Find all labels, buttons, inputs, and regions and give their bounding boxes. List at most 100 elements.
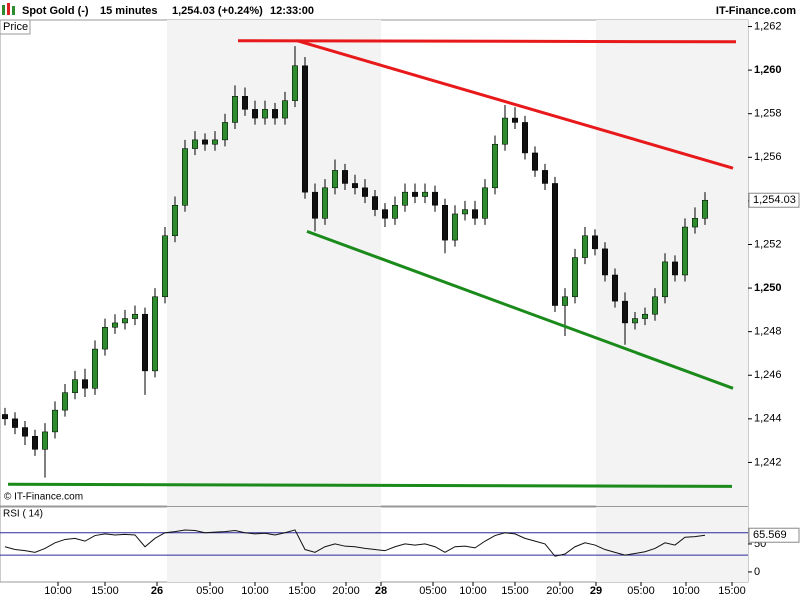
candle-body — [512, 117, 518, 123]
x-tick-label: 05:00 — [419, 585, 447, 597]
candle-body — [32, 436, 38, 450]
copyright: © IT-Finance.com — [4, 492, 83, 503]
candle-body — [372, 196, 378, 210]
day-shade — [167, 507, 381, 582]
last-value-box — [748, 527, 800, 543]
candle-body — [352, 183, 358, 189]
x-tick-label: 15:00 — [288, 585, 316, 597]
candle-body — [222, 122, 228, 141]
candle-body — [302, 65, 308, 193]
candle-body — [682, 226, 688, 276]
candle-body — [692, 218, 698, 228]
y-tick-label: 1,256 — [754, 151, 782, 163]
candle-body — [342, 170, 348, 184]
candle-body — [632, 318, 638, 324]
candle-body — [112, 322, 118, 328]
candle-body — [442, 204, 448, 241]
candle-body — [232, 96, 238, 123]
x-tick-label: 10:00 — [459, 585, 487, 597]
candle-body — [172, 204, 178, 237]
instrument: Spot Gold (-) — [22, 5, 89, 17]
x-tick-label: 10:00 — [241, 585, 269, 597]
candle-body — [2, 414, 8, 420]
trend-line — [306, 229, 734, 390]
panel-label: RSI ( 14) — [3, 509, 43, 520]
candle-body — [52, 409, 58, 433]
candle-body — [242, 96, 248, 110]
candle-body — [482, 187, 488, 219]
x-tick-label: 05:00 — [196, 585, 224, 597]
candle-body — [22, 427, 28, 437]
candle-body — [122, 318, 128, 324]
x-tick-label: 10:00 — [672, 585, 700, 597]
candle-body — [472, 209, 478, 219]
candle-body — [82, 379, 88, 389]
y-tick-label: 1,260 — [754, 64, 782, 76]
candle-body — [332, 170, 338, 189]
candle-body — [412, 191, 418, 197]
candle-body — [522, 122, 528, 154]
candle-body — [272, 109, 278, 119]
interval: 15 minutes — [100, 5, 157, 17]
candle-body — [612, 274, 618, 302]
x-tick-label: 26 — [151, 585, 163, 597]
candle-body — [502, 117, 508, 145]
trend-line — [7, 482, 733, 488]
time: 12:33:00 — [270, 5, 314, 17]
candle-body — [582, 235, 588, 258]
x-tick-label: 15:00 — [718, 585, 746, 597]
y-tick-label: 1,248 — [754, 326, 782, 338]
candle-body — [642, 313, 648, 319]
last-price-label: 1,254.03 — [753, 194, 796, 206]
x-tick-label: 15:00 — [91, 585, 119, 597]
candle-body — [152, 296, 158, 372]
candle-body — [452, 213, 458, 241]
panel-label-box — [0, 19, 31, 35]
candle-body — [362, 187, 368, 197]
candle-body — [322, 187, 328, 219]
candle-body — [92, 348, 98, 389]
x-tick-label: 05:00 — [627, 585, 655, 597]
panel-label: Price — [3, 21, 28, 33]
y-tick-label: 1,244 — [754, 413, 782, 425]
candle-body — [42, 431, 48, 450]
candle-body — [392, 204, 398, 219]
y-tick-label: 0 — [754, 566, 760, 578]
y-tick-label: 1,250 — [754, 282, 782, 294]
candle-body — [62, 392, 68, 411]
candle-body — [562, 296, 568, 306]
last-price-box — [748, 192, 800, 208]
y-tick-label: 1,246 — [754, 369, 782, 381]
candle-body — [102, 327, 108, 350]
candle-body — [192, 139, 198, 149]
candle-body — [542, 170, 548, 184]
candle-body — [282, 100, 288, 119]
candle-body — [202, 139, 208, 145]
x-tick-label: 28 — [375, 585, 387, 597]
candle-body — [12, 418, 18, 428]
candle-body — [532, 152, 538, 171]
candle-body — [262, 109, 268, 119]
candle-body — [72, 379, 78, 393]
x-tick-label: 10:00 — [44, 585, 72, 597]
candle-body — [162, 235, 168, 298]
candle-body — [492, 143, 498, 189]
candle-body — [312, 191, 318, 219]
candle-body — [252, 109, 258, 119]
x-tick-label: 20:00 — [546, 585, 574, 597]
candle-body — [142, 313, 148, 372]
x-tick-label: 15:00 — [501, 585, 529, 597]
last-value-label: 65.569 — [753, 529, 787, 541]
candle-body — [292, 65, 298, 101]
y-tick-label: 1,262 — [754, 20, 782, 32]
y-tick-label: 1,242 — [754, 456, 782, 468]
candle-body — [602, 248, 608, 276]
trend-line — [237, 39, 737, 44]
candle-body — [132, 313, 138, 319]
candle-body — [592, 235, 598, 250]
candle-body — [422, 191, 428, 197]
trend-line — [296, 39, 734, 170]
candle-body — [662, 261, 668, 298]
candle-body — [552, 183, 558, 306]
